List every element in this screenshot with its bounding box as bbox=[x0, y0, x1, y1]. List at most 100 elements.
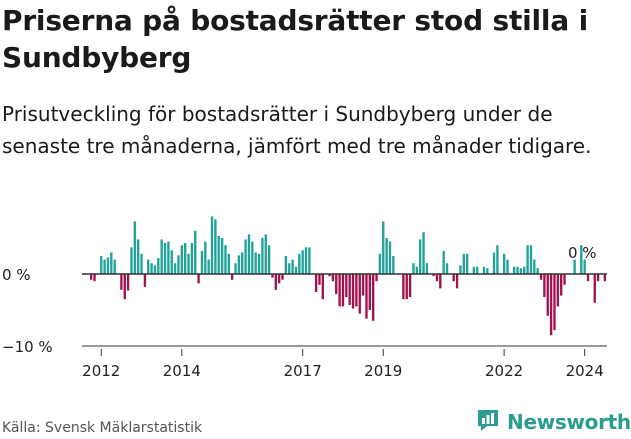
bar-51 bbox=[261, 238, 264, 274]
bar-131 bbox=[529, 245, 533, 274]
bar-6 bbox=[110, 252, 113, 274]
bar-106 bbox=[445, 263, 449, 274]
chart-subtitle: Prisutveckling för bostadsrätter i Sundb… bbox=[2, 102, 592, 158]
bar-133 bbox=[536, 268, 539, 274]
bar-14 bbox=[137, 239, 140, 274]
x-tick-label-2: 2017 bbox=[284, 362, 322, 380]
bar-67 bbox=[314, 274, 318, 292]
bar-16 bbox=[143, 274, 147, 287]
bar-105 bbox=[442, 250, 445, 274]
bar-35 bbox=[207, 259, 210, 274]
bar-114 bbox=[472, 266, 476, 274]
bar-34 bbox=[204, 241, 207, 274]
bar-153 bbox=[603, 274, 606, 282]
bar-25 bbox=[173, 263, 177, 274]
bar-76 bbox=[345, 274, 348, 298]
bar-69 bbox=[321, 274, 324, 300]
bar-64 bbox=[304, 247, 308, 274]
bar-84 bbox=[372, 274, 375, 321]
page-title: Priserna på bostadsrätter stod stilla i … bbox=[2, 4, 588, 74]
y-tick-label-0: 0 % bbox=[2, 266, 31, 284]
latest-value-annotation: 0 % bbox=[568, 244, 597, 262]
x-tick-label-1: 2014 bbox=[163, 362, 201, 380]
bar-26 bbox=[177, 255, 180, 274]
bar-12 bbox=[130, 247, 133, 274]
bar-63 bbox=[301, 250, 304, 274]
bar-22 bbox=[163, 243, 167, 274]
bar-65 bbox=[308, 247, 311, 274]
bar-111 bbox=[462, 253, 465, 274]
bar-104 bbox=[439, 274, 442, 289]
bar-38 bbox=[217, 235, 220, 274]
bar-62 bbox=[298, 253, 301, 274]
bar-57 bbox=[281, 274, 284, 280]
bar-80 bbox=[358, 274, 361, 314]
bar-50 bbox=[257, 253, 261, 274]
x-tick-label-3: 2019 bbox=[364, 362, 402, 380]
bar-120 bbox=[492, 252, 496, 274]
bar-130 bbox=[526, 245, 529, 274]
bar-150 bbox=[593, 274, 596, 303]
bar-13 bbox=[133, 221, 136, 274]
bar-45 bbox=[241, 252, 244, 274]
bar-146 bbox=[580, 245, 583, 274]
bar-95 bbox=[408, 274, 412, 298]
bar-9 bbox=[120, 274, 123, 290]
bar-21 bbox=[160, 239, 163, 274]
bar-115 bbox=[476, 266, 479, 274]
bar-117 bbox=[482, 266, 486, 274]
bar-86 bbox=[378, 253, 382, 274]
x-tick-label-4: 2022 bbox=[485, 362, 523, 380]
bar-135 bbox=[543, 274, 546, 298]
bar-83 bbox=[368, 274, 371, 310]
bar-151 bbox=[596, 274, 600, 282]
bar-4 bbox=[103, 259, 106, 274]
bar-138 bbox=[553, 274, 556, 331]
bar-39 bbox=[220, 238, 224, 274]
bar-11 bbox=[126, 274, 130, 291]
bar-19 bbox=[153, 265, 157, 274]
chart-grid: 0 % −10 % bbox=[2, 266, 607, 356]
bar-59 bbox=[288, 263, 291, 274]
bar-36 bbox=[210, 216, 214, 274]
bar-75 bbox=[341, 274, 345, 307]
bar-148 bbox=[586, 274, 590, 282]
chart-bars bbox=[90, 216, 606, 336]
bar-44 bbox=[237, 255, 241, 274]
newsworthy-logo: Newsworthy bbox=[475, 408, 631, 436]
bar-71 bbox=[328, 274, 331, 277]
bar-73 bbox=[335, 274, 338, 295]
bar-123 bbox=[502, 253, 506, 274]
bar-23 bbox=[167, 241, 170, 274]
bar-33 bbox=[200, 250, 204, 274]
bar-88 bbox=[385, 238, 388, 274]
bar-121 bbox=[496, 245, 499, 274]
bar-90 bbox=[392, 256, 395, 274]
bar-112 bbox=[466, 253, 469, 274]
bar-78 bbox=[351, 274, 355, 309]
bar-79 bbox=[355, 274, 358, 307]
bar-29 bbox=[187, 253, 190, 274]
bar-140 bbox=[560, 274, 563, 296]
bar-37 bbox=[214, 219, 217, 274]
bar-141 bbox=[563, 274, 566, 285]
bar-0 bbox=[90, 274, 93, 280]
bar-82 bbox=[365, 274, 368, 319]
bar-24 bbox=[170, 250, 173, 274]
source-credit: Källa: Svensk Mäklarstatistik bbox=[2, 420, 203, 436]
bar-137 bbox=[549, 274, 553, 336]
bar-28 bbox=[184, 243, 187, 274]
bar-68 bbox=[318, 274, 321, 285]
bar-85 bbox=[375, 274, 378, 282]
bar-93 bbox=[402, 274, 405, 300]
bar-52 bbox=[264, 234, 267, 274]
bar-1 bbox=[93, 274, 96, 282]
bar-139 bbox=[556, 274, 559, 307]
bar-132 bbox=[533, 259, 536, 274]
bar-110 bbox=[459, 265, 462, 274]
bar-17 bbox=[147, 259, 150, 274]
bar-124 bbox=[506, 259, 509, 274]
bar-47 bbox=[247, 234, 251, 274]
bar-3 bbox=[100, 256, 103, 274]
bar-74 bbox=[338, 274, 341, 307]
